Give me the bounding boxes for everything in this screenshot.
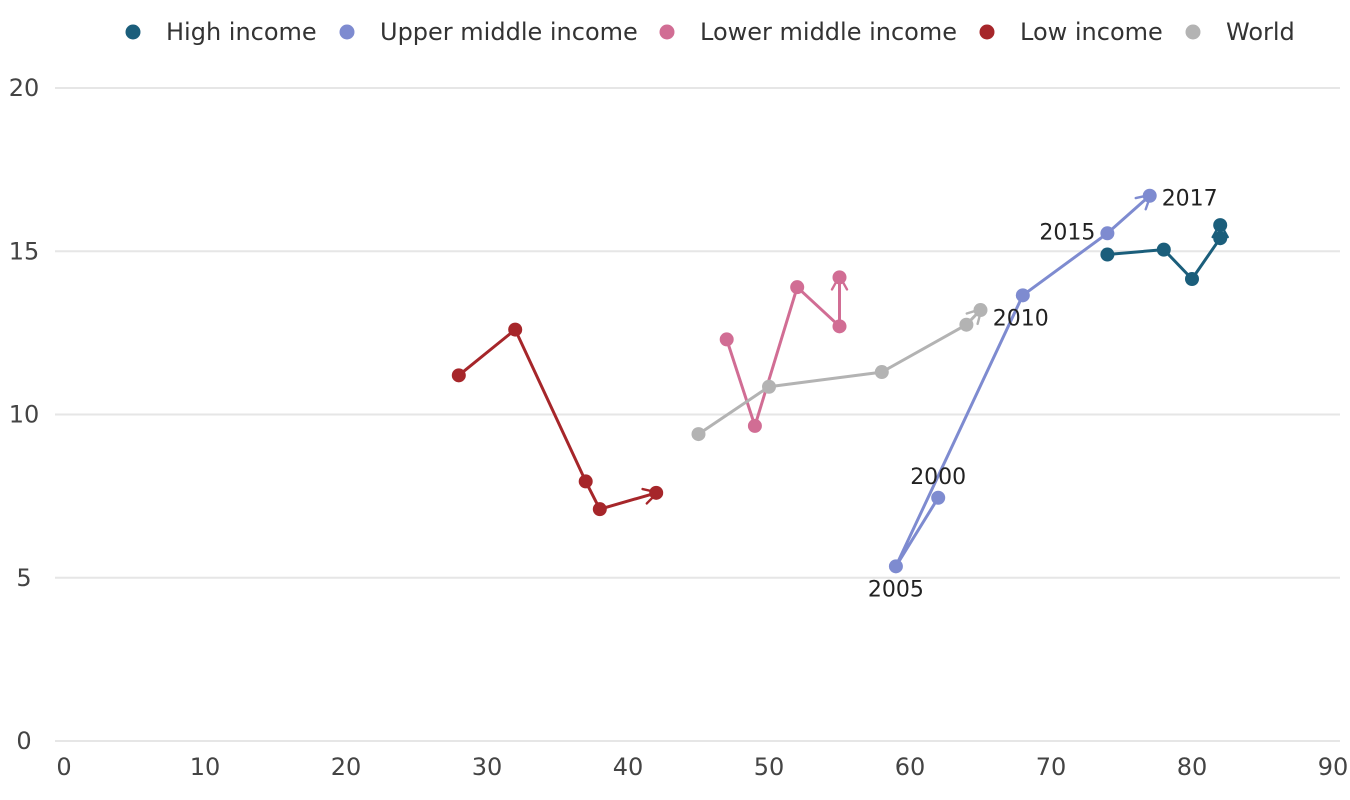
point-high-income-1 bbox=[1156, 242, 1171, 257]
point-low-income-0 bbox=[451, 368, 466, 383]
point-high-income-4 bbox=[1213, 218, 1228, 233]
point-world-4 bbox=[973, 303, 988, 318]
annotation-2017: 2017 bbox=[1162, 187, 1218, 212]
legend-item-lower-middle-income: Lower middle income bbox=[659, 18, 957, 46]
legend-label-high-income: High income bbox=[166, 18, 317, 46]
x-tick-label-10: 10 bbox=[190, 753, 221, 781]
y-tick-label-15: 15 bbox=[9, 237, 40, 265]
legend-marker-high-income bbox=[125, 24, 141, 40]
series-high-income bbox=[1100, 218, 1229, 287]
point-lower-middle-income-3 bbox=[832, 319, 847, 334]
x-tick-label-50: 50 bbox=[754, 753, 785, 781]
point-upper-middle-income-1 bbox=[888, 559, 903, 574]
point-high-income-2 bbox=[1185, 272, 1199, 287]
x-tick-label-70: 70 bbox=[1036, 753, 1067, 781]
series-lower-middle-income bbox=[719, 270, 849, 433]
point-world-0 bbox=[691, 427, 706, 442]
tick-layer: 0 5 10 15 20 0 10 20 30 40 50 60 70 80 90 bbox=[9, 74, 1349, 781]
x-tick-label-30: 30 bbox=[472, 753, 503, 781]
legend-marker-low-income bbox=[979, 24, 995, 40]
grid-layer bbox=[55, 87, 1340, 742]
x-tick-label-90: 90 bbox=[1318, 753, 1349, 781]
annotation-layer: 2000 2005 2010 2015 2017 bbox=[868, 187, 1218, 603]
annotation-2005: 2005 bbox=[868, 577, 924, 602]
legend-item-world: World bbox=[1185, 18, 1295, 46]
legend-marker-lower-middle-income bbox=[659, 24, 675, 40]
point-low-income-2 bbox=[578, 474, 593, 489]
point-low-income-1 bbox=[508, 322, 523, 337]
point-lower-middle-income-0 bbox=[719, 332, 734, 347]
x-tick-label-20: 20 bbox=[331, 753, 362, 781]
point-low-income-4 bbox=[649, 485, 664, 500]
point-lower-middle-income-1 bbox=[747, 418, 762, 433]
annotation-2010: 2010 bbox=[993, 306, 1049, 331]
point-upper-middle-income-0 bbox=[931, 490, 946, 505]
series-line-low-income bbox=[457, 328, 659, 511]
y-tick-label-10: 10 bbox=[9, 401, 40, 429]
x-tick-label-40: 40 bbox=[613, 753, 644, 781]
y-tick-label-20: 20 bbox=[9, 74, 40, 102]
point-upper-middle-income-4 bbox=[1142, 188, 1157, 203]
x-tick-label-60: 60 bbox=[895, 753, 926, 781]
point-high-income-3 bbox=[1213, 231, 1228, 246]
legend-item-upper-middle-income: Upper middle income bbox=[339, 18, 638, 46]
legend-item-high-income: High income bbox=[125, 18, 317, 46]
point-world-3 bbox=[959, 317, 974, 332]
point-world-2 bbox=[874, 365, 889, 380]
legend-item-low-income: Low income bbox=[979, 18, 1163, 46]
y-tick-label-5: 5 bbox=[16, 564, 31, 592]
legend-marker-world bbox=[1185, 24, 1201, 40]
series-upper-middle-income bbox=[888, 188, 1157, 574]
legend-label-low-income: Low income bbox=[1020, 18, 1163, 46]
series-low-income bbox=[451, 322, 664, 517]
annotation-2000: 2000 bbox=[910, 465, 966, 490]
x-tick-label-80: 80 bbox=[1177, 753, 1208, 781]
legend-label-lower-middle-income: Lower middle income bbox=[700, 18, 957, 46]
annotation-2015: 2015 bbox=[1039, 220, 1095, 245]
point-upper-middle-income-3 bbox=[1100, 226, 1115, 241]
point-world-1 bbox=[762, 379, 776, 394]
legend-label-world: World bbox=[1226, 18, 1295, 46]
series-layer bbox=[451, 188, 1229, 574]
point-lower-middle-income-4 bbox=[832, 270, 847, 285]
legend: High income Upper middle income Lower midd… bbox=[125, 18, 1295, 46]
legend-marker-upper-middle-income bbox=[339, 24, 355, 40]
legend-label-upper-middle-income: Upper middle income bbox=[380, 18, 638, 46]
y-tick-label-0: 0 bbox=[16, 727, 31, 755]
point-high-income-0 bbox=[1100, 247, 1115, 262]
series-world bbox=[691, 303, 988, 442]
point-lower-middle-income-2 bbox=[790, 280, 805, 295]
point-upper-middle-income-2 bbox=[1015, 288, 1030, 303]
x-tick-label-0: 0 bbox=[56, 753, 71, 781]
point-low-income-3 bbox=[592, 502, 607, 517]
